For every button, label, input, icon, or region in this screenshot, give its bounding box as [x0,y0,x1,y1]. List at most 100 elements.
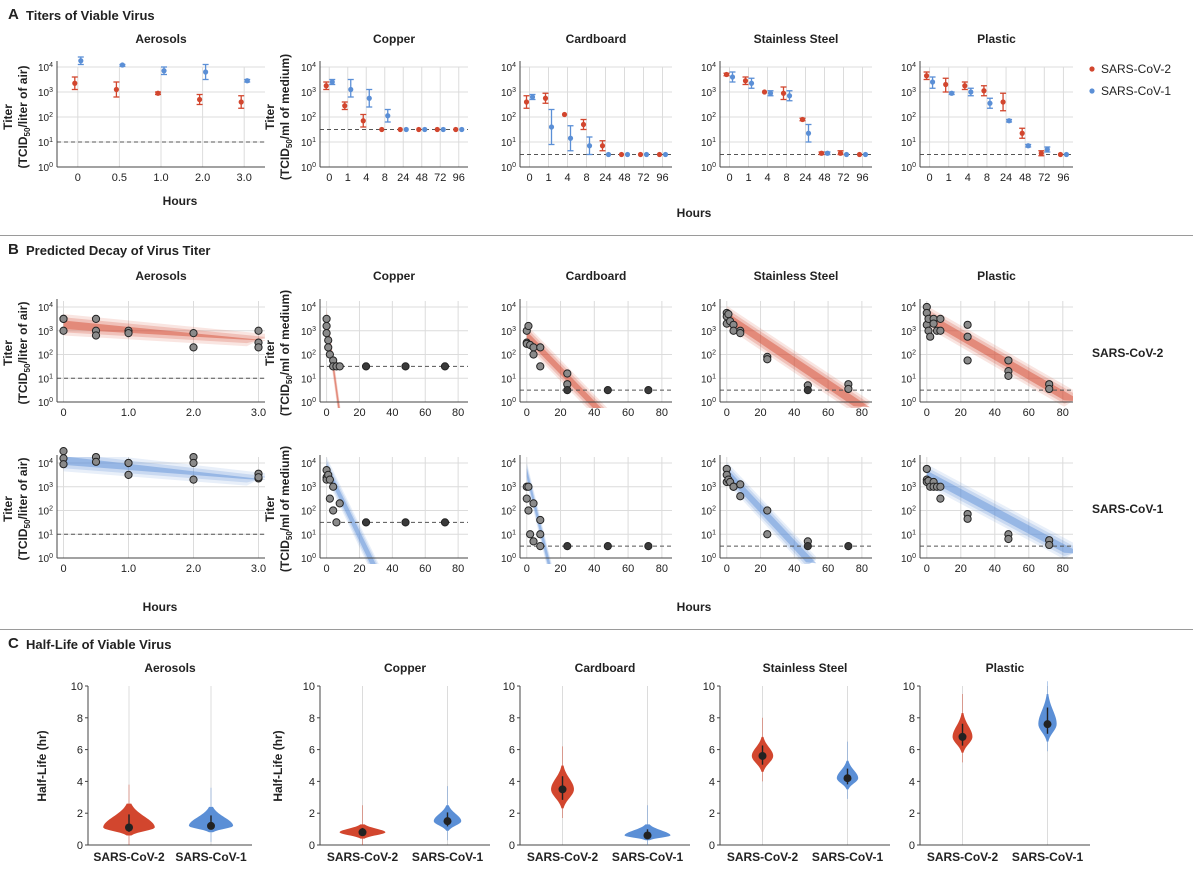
y-tick-label: 6 [909,745,915,757]
x-tick-label: 80 [452,407,464,419]
y-tick-label: 6 [77,745,83,757]
y-axis-label-unit: (TCID50/liter of air) [16,302,32,405]
y-tick-label: 4 [77,776,83,788]
y-tick-label: 4 [709,776,715,788]
y-tick-label: 103 [501,482,516,494]
data-point-sars2 [618,151,625,158]
observed-point [329,482,338,491]
panel-b: B Predicted Decay of Virus Titer [0,235,1193,629]
data-point-sars1 [824,150,831,156]
x-tick-label: 2.0 [195,172,210,184]
y-axis-label-b4: Titer(TCID50/ml of medium) [263,446,294,572]
subplot-title-2: Cardboard [566,32,627,46]
x-category-label: SARS-CoV-2 [93,850,165,864]
x-tick-label: 20 [353,563,365,575]
subplot-title-4: Plastic [977,32,1016,46]
y-tick-label: 100 [301,397,316,409]
data-point-sars2 [72,80,78,86]
observed-point [1004,371,1013,380]
y-tick-label: 104 [38,62,53,74]
fit-band-layer [326,463,376,564]
y-tick-label: 104 [501,62,516,74]
x-tick-label: 48 [1019,172,1031,184]
x-tick-label: 0 [927,172,933,184]
median-point [1043,720,1052,729]
y-tick-label: 104 [901,62,916,74]
data-point-sars1 [605,151,612,158]
y-tick-label: 102 [901,112,916,124]
y-axis-label-b2: Titer(TCID50/ml of medium) [263,290,294,416]
y-tick-label: 101 [501,529,516,541]
y-tick-label: 10 [703,681,715,693]
x-tick-label: 4 [363,172,369,184]
y-tick-label: 8 [709,713,715,725]
observed-point [844,542,853,551]
fit-band-layer [926,308,1073,404]
y-tick-label: 103 [501,87,516,99]
y-tick-label: 4 [309,776,315,788]
y-tick-label: 101 [38,373,53,385]
data-point-sars2 [238,99,244,105]
y-axis-label-unit: (TCID50/ml of medium) [278,54,294,180]
half-life-label: Half-Life (hr) [271,730,285,801]
data-point-sars1 [403,126,409,133]
observed-point [322,321,331,331]
data-point-sars1 [567,135,574,141]
y-tick-label: 8 [77,713,83,725]
y-tick-label: 103 [501,326,516,338]
observed-point [603,386,612,395]
observed-point [361,518,371,527]
observed-point [963,356,972,365]
data-point-sars2 [656,151,663,158]
y-tick-label: 103 [701,482,716,494]
data-point-sars1 [203,69,209,75]
x-tick-label: 0 [726,172,732,184]
data-point-sars2 [943,81,949,88]
x-tick-label: 72 [637,172,649,184]
y-tick-label: 100 [38,162,53,174]
observed-point [524,482,533,491]
x-category-label: SARS-CoV-1 [612,850,684,864]
observed-point [736,492,745,501]
fit-band-layer [926,464,1073,560]
data-point-sars1 [1006,118,1012,124]
observed-point [963,332,972,341]
x-tick-label: 0 [326,172,332,184]
x-tick-label: 1.0 [121,563,136,575]
y-tick-label: 0 [909,840,915,852]
data-point-sars1 [968,89,974,95]
panel-c: C Half-Life of Viable Virus [0,629,1193,875]
observed-point [522,494,531,503]
observed-point [963,320,972,329]
y-tick-label: 10 [71,681,83,693]
data-point-sars1 [548,124,555,130]
legend-label-sars1: SARS-CoV-1 [1101,84,1171,98]
y-axis-label-titer: Titer [263,104,277,130]
x-tick-label: 0 [60,563,66,575]
observed-point [936,494,945,503]
x-tick-label: 0 [60,407,66,419]
y-axis-label-titer: Titer [1,340,15,366]
y-tick-label: 101 [701,137,716,149]
observed-point [401,518,410,527]
y-tick-label: 101 [38,529,53,541]
panel-c-subplot-2: 0 2 4 6 8 10 SARS-CoV-2 SARS-CoV-1 [503,681,690,864]
observed-point [91,331,101,340]
observed-point [524,321,533,331]
fit-band-layer [726,305,870,408]
x-tick-label: 40 [386,563,398,575]
y-tick-label: 8 [309,713,315,725]
y-tick-label: 10 [503,681,515,693]
x-tick-label: 48 [818,172,830,184]
observed-point [936,482,945,491]
data-point-sars1 [748,80,755,86]
fit-band-layer [526,464,552,564]
y-tick-label: 100 [501,553,516,565]
legend-marker-sars2 [1089,66,1095,72]
y-tick-label: 103 [301,87,316,99]
data-point-sars2 [197,96,203,103]
fit-band-layer [63,457,265,483]
x-tick-label: 0 [724,563,730,575]
y-tick-label: 101 [301,373,316,385]
y-tick-label: 0 [709,840,715,852]
